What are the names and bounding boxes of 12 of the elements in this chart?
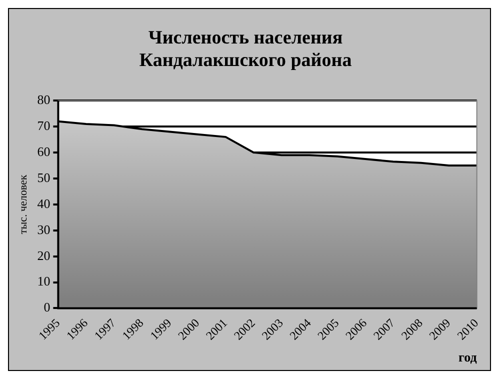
y-tick-label: 70 <box>37 118 50 133</box>
x-axis-title: год <box>458 350 478 365</box>
y-axis-title: тыс. человек <box>17 174 30 234</box>
y-tick-label: 20 <box>37 248 50 263</box>
chart-title: Численость населения Кандалакшского района <box>139 27 352 72</box>
y-tick-label: 0 <box>44 300 50 315</box>
y-tick-label: 10 <box>37 274 50 289</box>
y-tick-label: 30 <box>37 222 50 237</box>
y-tick-label: 40 <box>37 196 50 211</box>
y-tick-label: 50 <box>37 170 50 185</box>
y-tick-label: 60 <box>37 144 50 159</box>
y-tick-label: 80 <box>37 92 50 108</box>
